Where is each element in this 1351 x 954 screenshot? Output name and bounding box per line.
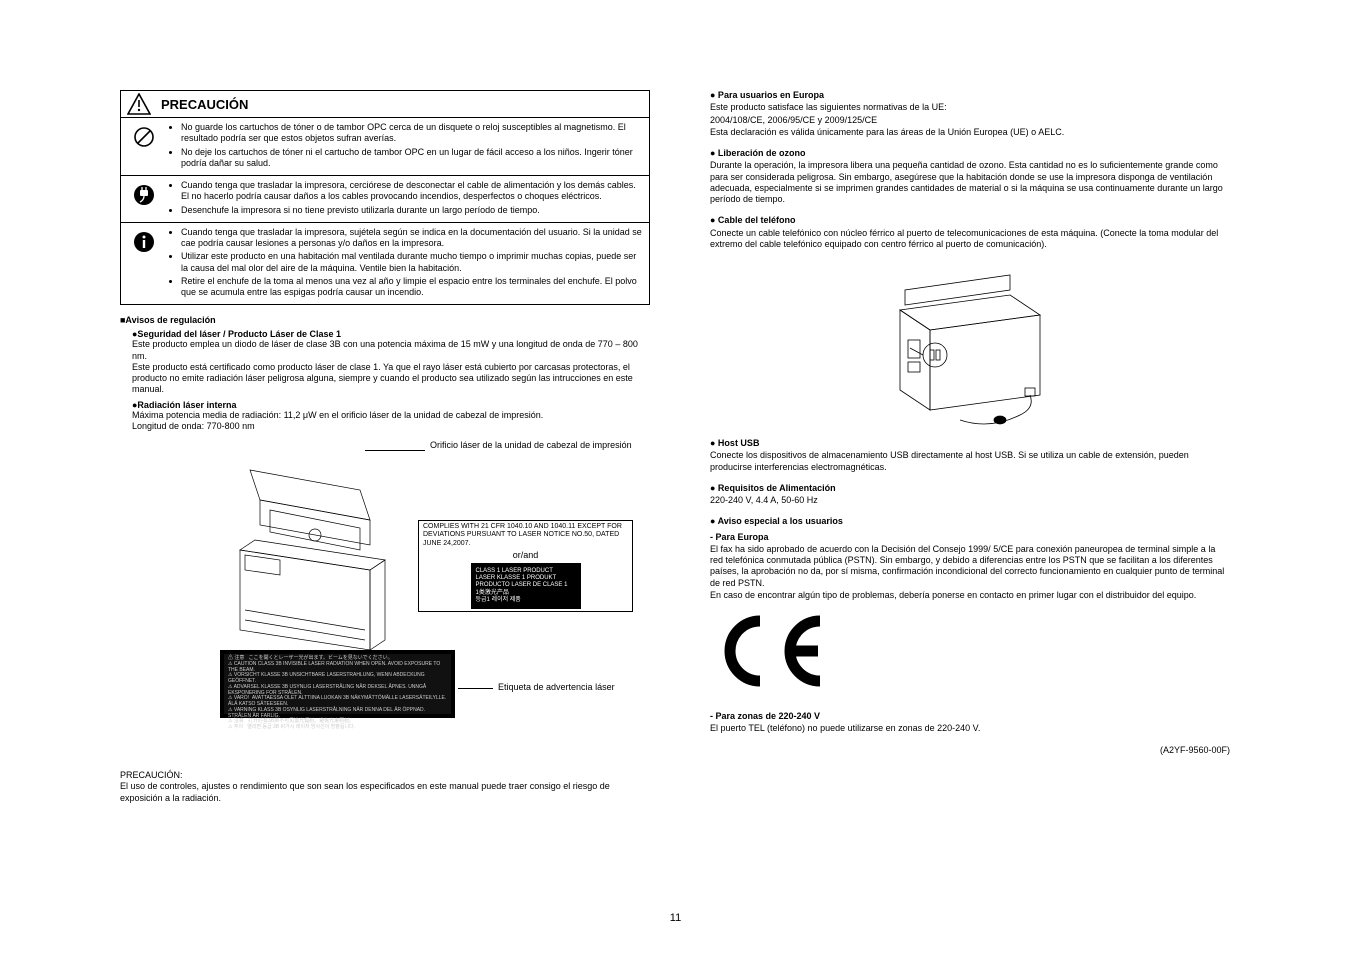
body-text: Longitud de onda: 770-800 nm [120, 421, 650, 432]
cable-block: ● Cable del teléfono Conecte un cable te… [710, 215, 1230, 250]
usb-heading: ● Host USB [710, 438, 1230, 449]
body-text: Esta declaración es válida únicamente pa… [710, 127, 1230, 138]
body-text: Este producto está certificado como prod… [120, 362, 650, 396]
body-text: 220-240 V, 4.4 A, 50-60 Hz [710, 495, 1230, 506]
avisos-heading: ■Avisos de regulación [120, 315, 650, 325]
body-text: Conecte un cable telefónico con núcleo f… [710, 228, 1230, 251]
list-item: No guarde los cartuchos de tóner o de ta… [181, 122, 643, 145]
compliance-text: COMPLIES WITH 21 CFR 1040.10 AND 1040.11… [423, 523, 628, 548]
precaution-header: PRECAUCIÓN [121, 91, 649, 118]
power-heading: ● Requisitos de Alimentación [710, 483, 1230, 494]
class1-text: CLASS 1 LASER PRODUCT LASER KLASSE 1 PRO… [476, 568, 576, 604]
list-item: Cuando tenga que trasladar la impresora,… [181, 180, 643, 203]
body-text: Máxima potencia media de radiación: 11,2… [120, 410, 650, 421]
precaution-note: PRECAUCIÓN: El uso de controles, ajustes… [120, 770, 650, 804]
compliance-label: COMPLIES WITH 21 CFR 1040.10 AND 1040.11… [418, 520, 633, 612]
warning-triangle-icon [127, 93, 151, 115]
unplug-icon [133, 184, 155, 206]
class1-laser-label: CLASS 1 LASER PRODUCT LASER KLASSE 1 PRO… [471, 563, 581, 609]
radiacion-heading: ●Radiación láser interna [120, 400, 650, 410]
body-text: Conecte los dispositivos de almacenamien… [710, 450, 1230, 473]
power-block: ● Requisitos de Alimentación 220-240 V, … [710, 483, 1230, 507]
list-item: No deje los cartuchos de tóner ni el car… [181, 147, 643, 170]
body-text: El fax ha sido aprobado de acuerdo con l… [710, 544, 1230, 589]
body-text: En caso de encontrar algún tipo de probl… [710, 590, 1230, 601]
printer-rear-icon [880, 260, 1060, 430]
precaution-section-prohibit: No guarde los cartuchos de tóner o de ta… [121, 118, 649, 176]
list-item: Desenchufe la impresora si no tiene prev… [181, 205, 643, 216]
precaution-title: PRECAUCIÓN [161, 97, 248, 112]
orand-text: or/and [423, 550, 628, 561]
aviso-heading: ● Aviso especial a los usuarios [710, 516, 1230, 527]
callout-line [365, 450, 425, 451]
info-icon [133, 231, 155, 253]
zonas-heading: - Para zonas de 220-240 V [710, 711, 1230, 722]
ozono-block: ● Liberación de ozono Durante la operaci… [710, 148, 1230, 205]
ce-mark [710, 611, 1220, 691]
ozono-heading: ● Liberación de ozono [710, 148, 1230, 159]
callout-line [458, 688, 493, 689]
cable-heading: ● Cable del teléfono [710, 215, 1230, 226]
aviso-sub-europa: - Para Europa [710, 532, 1230, 543]
ce-mark-icon [710, 611, 840, 691]
usb-block: ● Host USB Conecte los dispositivos de a… [710, 438, 1230, 473]
body-text: Durante la operación, la impresora liber… [710, 160, 1230, 205]
page-number: 11 [0, 912, 1351, 924]
warning-micro-text: ⚠ 注意 ここを開くとレーザー光が出ます。ビームを見ないでください。 ⚠ CAU… [224, 654, 451, 733]
warning-label-caption: Etiqueta de advertencia láser [498, 682, 615, 692]
list-item: Cuando tenga que trasladar la impresora,… [181, 227, 643, 250]
precaution-section-plug: Cuando tenga que trasladar la impresora,… [121, 176, 649, 223]
europa-heading: ● Para usuarios en Europa [710, 90, 1230, 101]
body-text: Este producto satisface las siguientes n… [710, 102, 1230, 113]
body-text: 2004/108/CE, 2006/95/CE y 2009/125/CE [710, 115, 1230, 126]
list-item: Retire el enchufe de la toma al menos un… [181, 276, 643, 299]
laser-diagram: Orificio láser de la unidad de cabezal d… [120, 440, 650, 750]
laser-aperture-label: Orificio láser de la unidad de cabezal d… [430, 440, 632, 450]
aviso-block: ● Aviso especial a los usuarios - Para E… [710, 516, 1230, 601]
seguridad-heading: ●Seguridad del láser / Producto Láser de… [120, 329, 650, 339]
precaution-section-info: Cuando tenga que trasladar la impresora,… [121, 223, 649, 305]
list-item: Utilizar este producto en una habitación… [181, 251, 643, 274]
zonas-block: - Para zonas de 220-240 V El puerto TEL … [710, 711, 1230, 735]
precaution-box: PRECAUCIÓN No guarde los cartuchos de tó… [120, 90, 650, 305]
precaution-note-text: El uso de controles, ajustes o rendimien… [120, 781, 650, 804]
laser-warning-sticker: ⚠ 注意 ここを開くとレーザー光が出ます。ビームを見ないでください。 ⚠ CAU… [220, 650, 455, 718]
body-text: El puerto TEL (teléfono) no puede utiliz… [710, 723, 1230, 734]
europa-block: ● Para usuarios en Europa Este producto … [710, 90, 1230, 138]
prohibit-icon [133, 126, 155, 148]
precaution-note-label: PRECAUCIÓN: [120, 770, 650, 781]
body-text: Este producto emplea un diodo de láser d… [120, 339, 650, 362]
document-code: (A2YF-9560-00F) [710, 745, 1230, 755]
